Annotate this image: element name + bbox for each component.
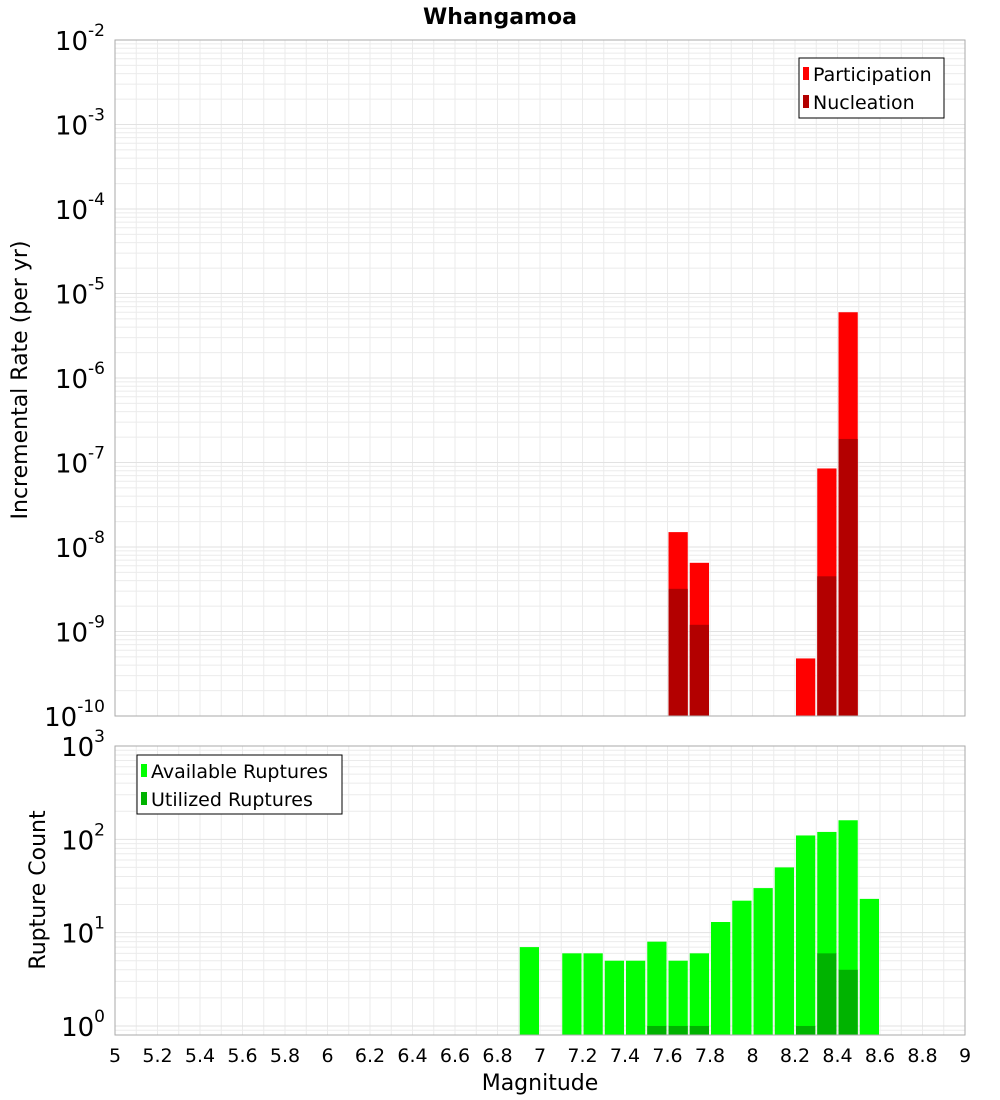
utilized-ruptures-bar bbox=[689, 1025, 709, 1035]
available-ruptures-bar bbox=[753, 888, 773, 1035]
rate-y-axis-label: Incremental Rate (per yr) bbox=[8, 241, 33, 520]
y-tick-label: 10-4 bbox=[55, 190, 105, 226]
available-ruptures-bar bbox=[796, 835, 816, 1035]
utilized-ruptures-bar bbox=[796, 1025, 816, 1035]
legend-box bbox=[136, 754, 343, 815]
plot-frame bbox=[114, 39, 966, 717]
utilized-ruptures-bar bbox=[647, 1025, 667, 1035]
nucleation-bar bbox=[689, 624, 709, 716]
available-ruptures-bar bbox=[668, 960, 688, 1035]
x-tick-label: 7.4 bbox=[610, 1045, 640, 1067]
available-ruptures-bar bbox=[647, 941, 667, 1035]
available-ruptures-bar bbox=[583, 953, 603, 1035]
x-tick-label: 6.2 bbox=[355, 1045, 385, 1067]
y-tick-label: 10-6 bbox=[55, 359, 105, 395]
legend-swatch bbox=[141, 764, 147, 777]
x-tick-label: 8.4 bbox=[822, 1045, 852, 1067]
y-tick-label: 103 bbox=[61, 727, 105, 763]
y-tick-label: 102 bbox=[61, 820, 105, 856]
x-axis-label: Magnitude bbox=[482, 1071, 599, 1096]
available-ruptures-bar bbox=[626, 960, 646, 1035]
rate-panel: 10-10 10-9 10-8 10-7 10-6 10-5 10-4 10-3 10-2 Par… bbox=[44, 21, 966, 733]
x-tick-label: 6.6 bbox=[440, 1045, 470, 1067]
x-tick-label: 8.8 bbox=[907, 1045, 937, 1067]
y-tick-label: 10-3 bbox=[55, 106, 105, 142]
nucleation-bar bbox=[838, 438, 858, 716]
x-tick-label: 8.2 bbox=[780, 1045, 810, 1067]
legend-label: Participation bbox=[813, 64, 932, 86]
legend-label: Nucleation bbox=[813, 92, 915, 114]
x-tick-label: 6.8 bbox=[482, 1045, 512, 1067]
y-tick-label: 10-9 bbox=[55, 613, 105, 649]
available-ruptures-bar bbox=[774, 867, 794, 1035]
x-tick-label: 5.8 bbox=[270, 1045, 300, 1067]
available-ruptures-bar bbox=[711, 922, 731, 1035]
x-tick-label: 5 bbox=[109, 1045, 121, 1067]
x-tick-label: 5.2 bbox=[142, 1045, 172, 1067]
x-axis: 5 5.2 5.4 5.6 5.8 6 6.2 6.4 6.6 6.8 7 7.2 7.4 7.6 7.8 8… bbox=[109, 1045, 971, 1067]
utilized-ruptures-bar bbox=[838, 969, 858, 1035]
legend-label: Available Ruptures bbox=[151, 761, 328, 783]
x-tick-label: 7.8 bbox=[695, 1045, 725, 1067]
x-tick-label: 9 bbox=[959, 1045, 971, 1067]
available-ruptures-bar bbox=[732, 900, 752, 1035]
y-tick-label: 10-7 bbox=[55, 444, 105, 480]
count-panel: 100 101 102 103 Available Ruptures Utilized R… bbox=[61, 727, 966, 1043]
available-ruptures-bar bbox=[859, 898, 879, 1035]
participation-bar bbox=[796, 658, 816, 716]
legend-box bbox=[798, 57, 945, 119]
available-ruptures-bar bbox=[562, 953, 582, 1035]
y-tick-label: 10-8 bbox=[55, 528, 105, 564]
x-tick-label: 6 bbox=[321, 1045, 333, 1067]
nucleation-bar bbox=[817, 576, 837, 716]
available-ruptures-bar bbox=[604, 960, 624, 1035]
legend-label: Utilized Ruptures bbox=[151, 789, 313, 811]
y-tick-label: 100 bbox=[61, 1007, 105, 1043]
x-tick-label: 8.6 bbox=[865, 1045, 895, 1067]
x-tick-label: 8 bbox=[746, 1045, 758, 1067]
chart-title: Whangamoa bbox=[423, 5, 577, 30]
y-tick-label: 10-2 bbox=[55, 21, 105, 57]
x-tick-label: 7.2 bbox=[567, 1045, 597, 1067]
available-ruptures-bar bbox=[519, 947, 539, 1035]
x-tick-label: 7 bbox=[534, 1045, 546, 1067]
legend-swatch bbox=[803, 95, 809, 108]
y-tick-label: 10-5 bbox=[55, 275, 105, 311]
utilized-ruptures-bar bbox=[668, 1025, 688, 1035]
count-y-axis-label: Rupture Count bbox=[26, 810, 51, 970]
utilized-ruptures-bar bbox=[817, 953, 837, 1035]
x-tick-label: 7.6 bbox=[652, 1045, 682, 1067]
plot-frame bbox=[114, 745, 966, 1036]
legend-swatch bbox=[141, 792, 147, 805]
available-ruptures-bar bbox=[689, 953, 709, 1035]
y-tick-label: 10-10 bbox=[44, 697, 105, 733]
x-tick-label: 6.4 bbox=[397, 1045, 427, 1067]
x-tick-label: 5.6 bbox=[227, 1045, 257, 1067]
legend-swatch bbox=[803, 67, 809, 80]
y-tick-label: 101 bbox=[61, 914, 105, 950]
nucleation-bar bbox=[668, 588, 688, 716]
x-tick-label: 5.4 bbox=[185, 1045, 215, 1067]
